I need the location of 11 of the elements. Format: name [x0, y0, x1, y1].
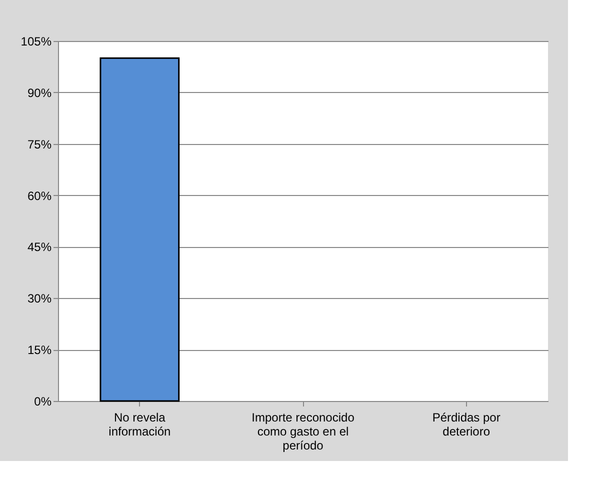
y-tick-label: 15%	[27, 343, 52, 358]
y-tick-label: 75%	[27, 137, 52, 152]
y-tick-label: 105%	[20, 34, 52, 48]
y-tick-label: 45%	[27, 240, 52, 254]
x-tick-label: Importe reconocido como gasto en el período	[252, 410, 355, 452]
y-tick-label: 60%	[27, 188, 52, 203]
y-tick-label: 0%	[34, 394, 52, 408]
y-tick-label: 90%	[27, 86, 52, 100]
x-tick-label: Pérdidas por deterioro	[432, 410, 500, 438]
y-tick-label: 30%	[27, 292, 52, 306]
x-tick-label: No revela información	[108, 410, 171, 438]
